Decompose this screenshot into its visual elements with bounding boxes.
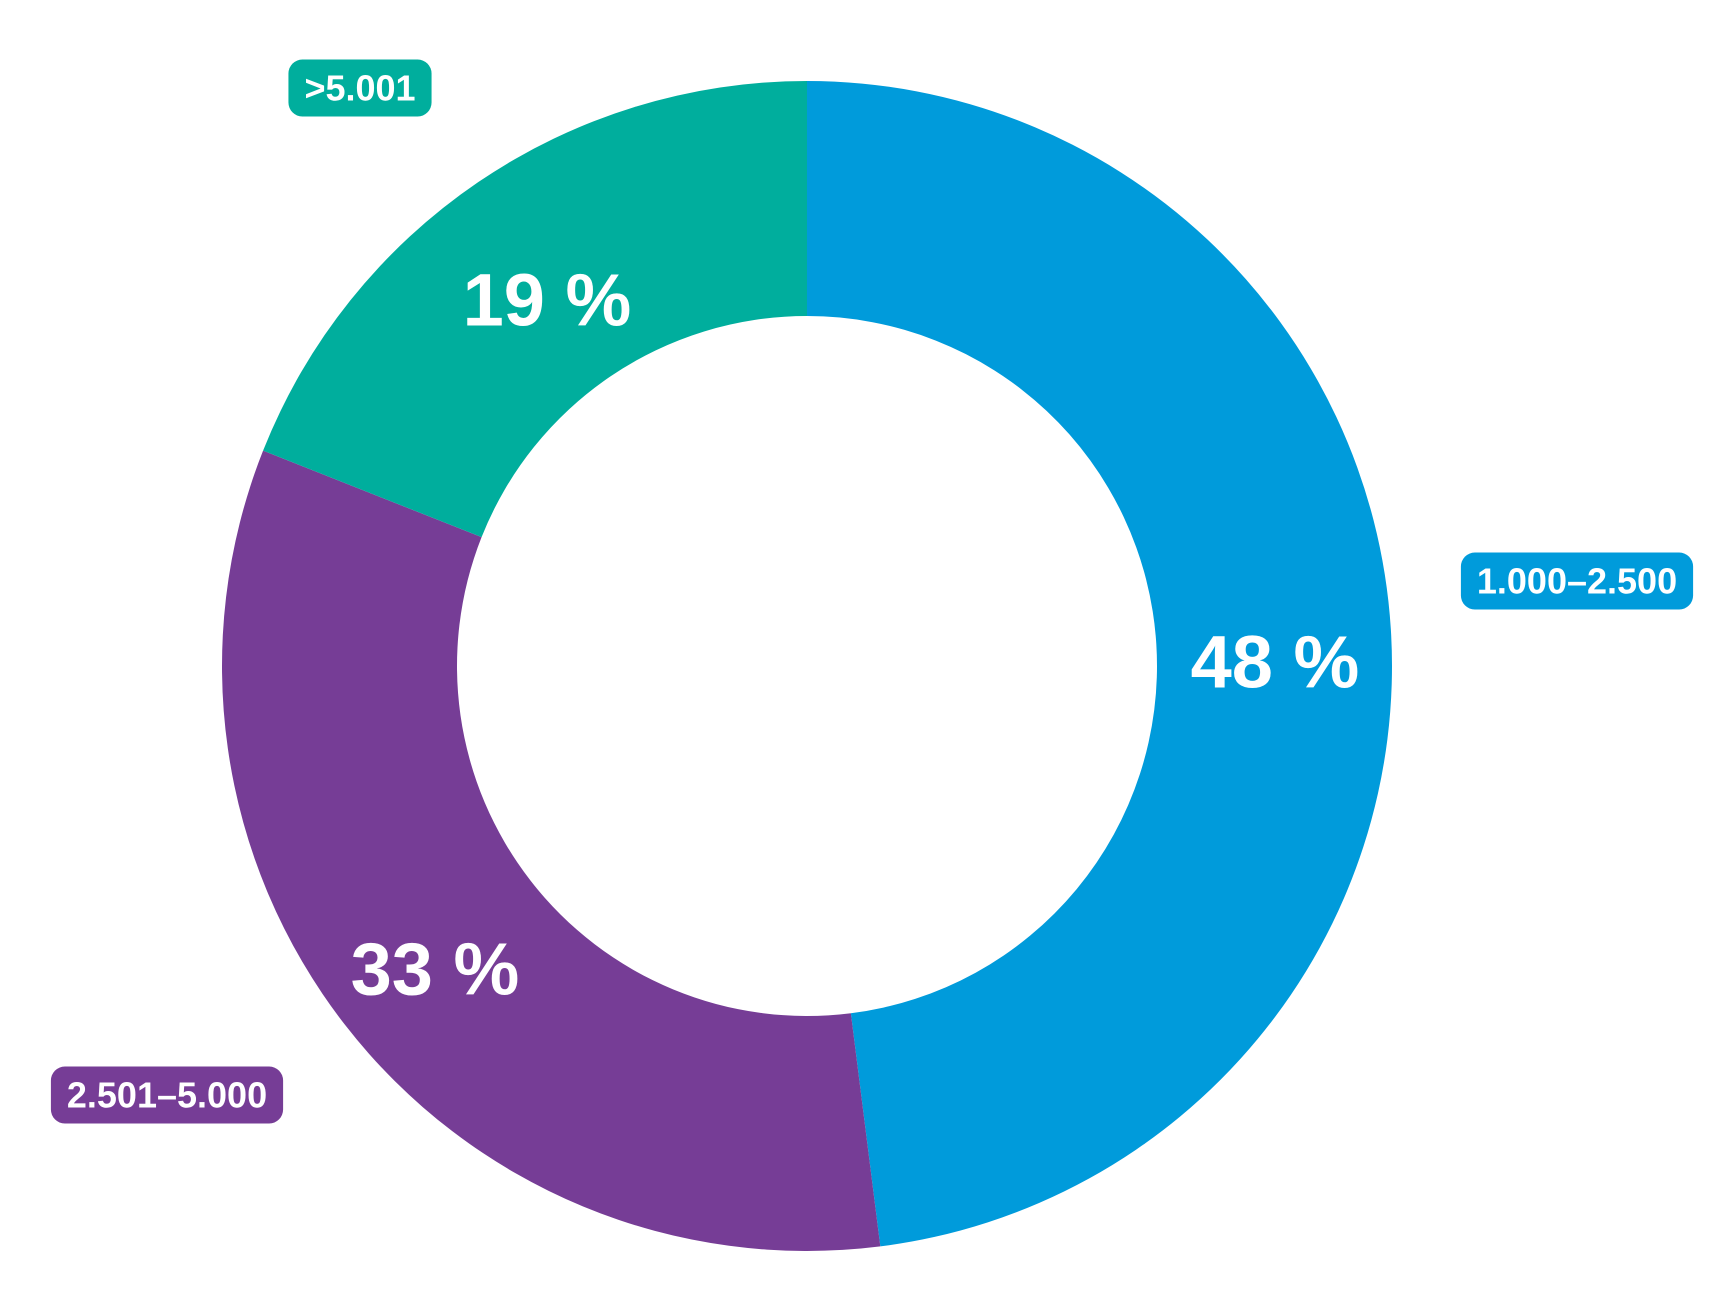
category-label-text: 1.000–2.500 xyxy=(1477,561,1677,602)
slice-value-label: 48 % xyxy=(1191,621,1360,704)
category-label-text: 2.501–5.000 xyxy=(67,1075,267,1116)
category-labels: 1.000–2.500 2.501–5.000 >5.001 xyxy=(50,59,1694,1124)
category-label-pill xyxy=(288,59,432,117)
category-label: >5.001 xyxy=(288,59,432,117)
category-label-pill xyxy=(50,1066,284,1124)
category-label: 2.501–5.000 xyxy=(50,1066,284,1124)
donut-slice xyxy=(221,450,881,1252)
donut-slice xyxy=(807,81,1392,1247)
category-label-text: >5.001 xyxy=(304,68,415,109)
donut-slice xyxy=(263,80,807,538)
donut-slices xyxy=(221,80,1392,1252)
slice-value-label: 19 % xyxy=(463,259,632,342)
slice-value-label: 33 % xyxy=(351,928,520,1011)
slice-value-labels: 48 % 33 % 19 % xyxy=(351,259,1360,1011)
category-label: 1.000–2.500 xyxy=(1460,552,1694,610)
category-label-pill xyxy=(1460,552,1694,610)
